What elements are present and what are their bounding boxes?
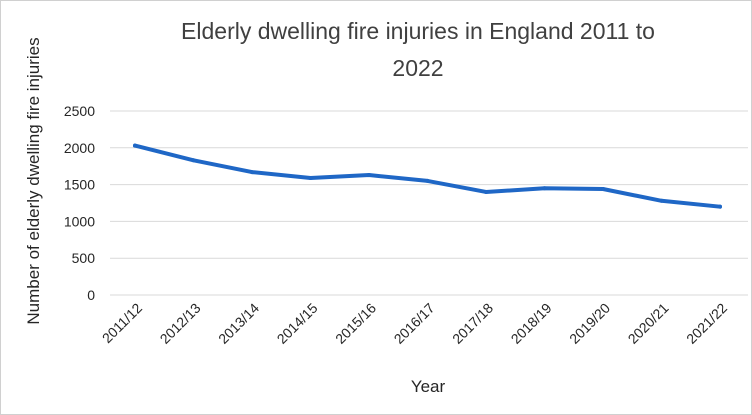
data-point	[601, 187, 605, 192]
data-point	[425, 178, 430, 183]
x-tick-label: 2019/20	[566, 300, 613, 347]
x-tick-label: 2018/19	[508, 300, 555, 347]
series-line-0	[133, 143, 722, 209]
data-point	[133, 143, 137, 148]
x-tick-label: 2011/12	[99, 300, 146, 347]
data-point	[718, 204, 722, 209]
data-point	[484, 189, 488, 194]
y-axis-title: Number of elderly dwelling fire injuries	[24, 37, 43, 324]
y-axis-ticks: 0 500 1000 1500 2000 2500	[64, 103, 95, 303]
y-tick-label: 2500	[64, 103, 95, 119]
y-tick-label: 2000	[64, 140, 95, 156]
x-tick-label: 2017/18	[449, 300, 496, 347]
data-point	[367, 173, 371, 178]
data-point	[191, 158, 196, 163]
x-tick-label: 2020/21	[625, 300, 672, 347]
x-tick-label: 2013/14	[215, 300, 262, 347]
grid-layer	[110, 110, 748, 296]
data-point	[250, 170, 254, 175]
x-axis-ticks: 2011/12 2012/13 2013/14 2014/15 2015/16 2016/…	[99, 300, 731, 347]
chart-title-line-1: Elderly dwelling fire injuries in Englan…	[181, 18, 655, 44]
data-point	[659, 198, 664, 203]
x-tick-label: 2016/17	[391, 300, 438, 347]
x-tick-label: 2014/15	[274, 300, 321, 347]
data-point	[542, 186, 547, 191]
x-tick-label: 2012/13	[157, 300, 204, 347]
series-layer	[133, 143, 722, 209]
data-point	[308, 175, 313, 180]
x-tick-label: 2021/22	[683, 300, 730, 347]
chart-title-line-2: 2022	[392, 55, 443, 81]
x-tick-label: 2015/16	[332, 300, 379, 347]
x-axis-title: Year	[411, 377, 446, 396]
y-tick-label: 1500	[64, 177, 95, 193]
y-tick-label: 500	[72, 250, 96, 266]
y-tick-label: 1000	[64, 213, 95, 229]
y-tick-label: 0	[87, 287, 95, 303]
